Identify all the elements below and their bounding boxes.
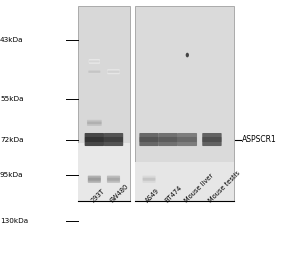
FancyBboxPatch shape xyxy=(85,137,104,142)
FancyBboxPatch shape xyxy=(139,133,159,146)
Text: SW480: SW480 xyxy=(109,183,130,204)
Text: BT474: BT474 xyxy=(164,184,183,204)
Bar xyxy=(135,162,234,201)
FancyBboxPatch shape xyxy=(107,178,120,181)
Bar xyxy=(78,143,130,201)
Text: AS49: AS49 xyxy=(145,187,161,204)
FancyBboxPatch shape xyxy=(87,122,102,124)
Text: 130kDa: 130kDa xyxy=(0,218,28,225)
FancyBboxPatch shape xyxy=(159,137,178,142)
Bar xyxy=(78,6,130,201)
FancyBboxPatch shape xyxy=(107,69,120,74)
FancyBboxPatch shape xyxy=(104,133,123,146)
Text: 293T: 293T xyxy=(90,188,106,204)
FancyBboxPatch shape xyxy=(107,176,120,183)
FancyBboxPatch shape xyxy=(178,133,197,146)
FancyBboxPatch shape xyxy=(88,176,101,183)
FancyBboxPatch shape xyxy=(104,137,123,142)
Text: ASPSCR1: ASPSCR1 xyxy=(242,135,277,144)
FancyBboxPatch shape xyxy=(89,59,100,64)
FancyBboxPatch shape xyxy=(89,60,100,62)
Bar xyxy=(135,6,234,201)
Text: 95kDa: 95kDa xyxy=(0,172,23,178)
Text: Mouse liver: Mouse liver xyxy=(183,172,214,204)
Text: 72kDa: 72kDa xyxy=(0,136,23,143)
Text: 55kDa: 55kDa xyxy=(0,95,23,102)
FancyBboxPatch shape xyxy=(178,137,197,142)
FancyBboxPatch shape xyxy=(87,120,102,126)
FancyBboxPatch shape xyxy=(140,137,158,142)
FancyBboxPatch shape xyxy=(88,71,100,73)
FancyBboxPatch shape xyxy=(143,178,155,181)
FancyBboxPatch shape xyxy=(158,133,178,146)
Text: 43kDa: 43kDa xyxy=(0,37,23,43)
Text: Mouse testis: Mouse testis xyxy=(208,170,242,204)
FancyBboxPatch shape xyxy=(88,69,101,74)
Ellipse shape xyxy=(186,53,189,57)
FancyBboxPatch shape xyxy=(108,71,119,73)
FancyBboxPatch shape xyxy=(203,137,221,142)
FancyBboxPatch shape xyxy=(85,133,104,146)
FancyBboxPatch shape xyxy=(202,133,222,146)
FancyBboxPatch shape xyxy=(88,178,101,181)
FancyBboxPatch shape xyxy=(142,176,156,183)
